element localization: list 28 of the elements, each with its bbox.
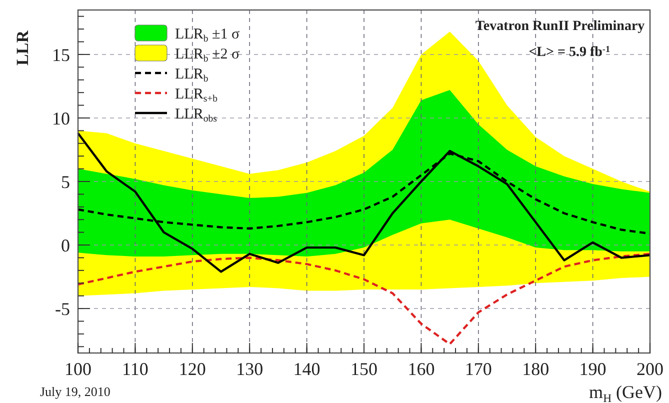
x-tick-label: 100 <box>64 359 92 379</box>
legend-label: LLR$_{b}$ <box>175 66 208 84</box>
y-tick-label: 0 <box>61 235 70 256</box>
line-series <box>76 132 652 273</box>
x-axis-title: m$_{H}$ (GeV) <box>589 382 662 403</box>
y-tick-label: -5 <box>55 298 70 319</box>
x-tick-label: 190 <box>579 359 606 379</box>
y-tick-label: 15 <box>52 44 70 65</box>
legend-label: LLR$_{s+b}$ <box>175 86 218 104</box>
legend-label: LLR$_{obs}$ <box>175 106 218 124</box>
y-tick-label: 5 <box>61 172 70 192</box>
x-tick-label: 110 <box>122 359 148 379</box>
y-axis-title: LLR <box>13 30 32 66</box>
legend-label: LLR$_{b}$ ±2 σ <box>175 46 240 64</box>
legend-label: LLR$_{b}$ ±1 σ <box>175 26 240 44</box>
x-tick-label: 140 <box>293 359 320 379</box>
x-tick-label: 160 <box>408 359 435 379</box>
x-tick-label: 170 <box>464 359 492 379</box>
x-tick-label: 120 <box>178 359 206 379</box>
text: July 19, 2010 <box>40 384 110 399</box>
x-tick-label: 200 <box>636 359 664 379</box>
x-tick-label: 180 <box>522 359 550 379</box>
annotation: Tevatron RunII Preliminary <box>475 19 645 34</box>
y-tick-label: 10 <box>52 108 70 128</box>
annotation: <L> = 5.9 fb$^{-1}$ <box>528 44 610 60</box>
x-tick-label: 150 <box>350 359 378 379</box>
x-tick-label: 130 <box>236 359 264 379</box>
line-series <box>76 252 652 346</box>
